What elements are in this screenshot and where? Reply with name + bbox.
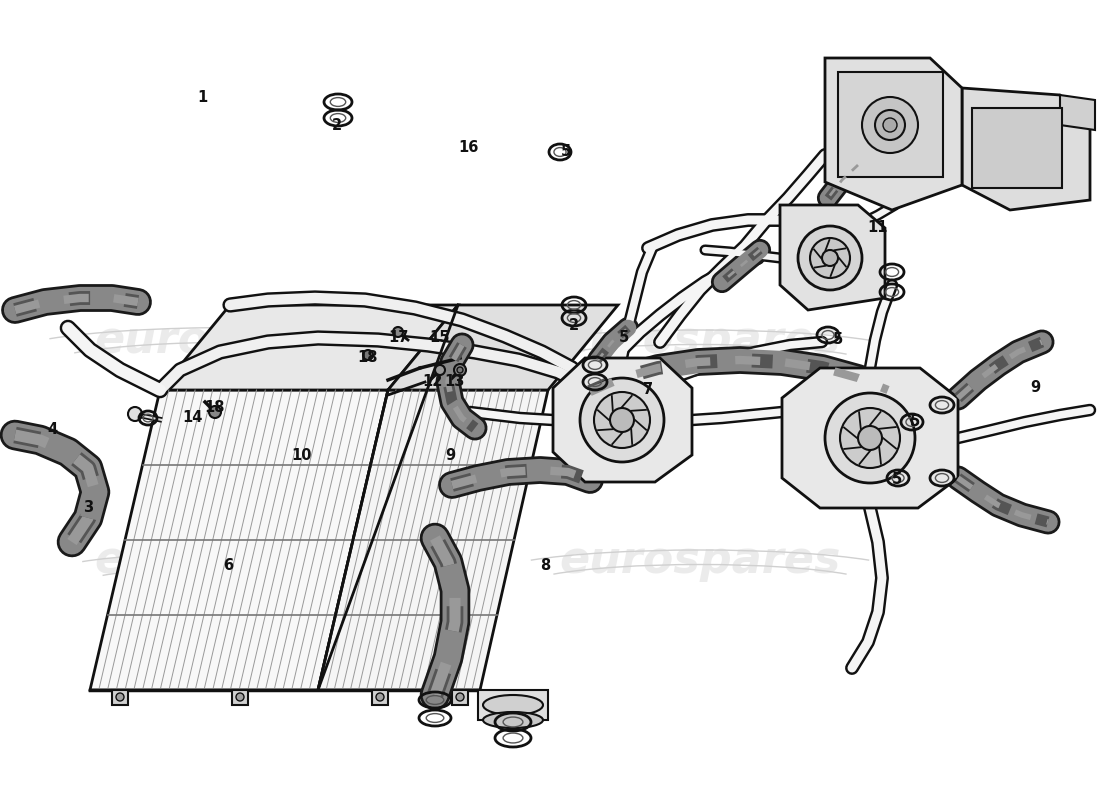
- Circle shape: [858, 426, 882, 450]
- Circle shape: [862, 97, 918, 153]
- Polygon shape: [825, 58, 962, 210]
- Text: eurospares: eurospares: [95, 318, 376, 362]
- Text: 18: 18: [358, 350, 378, 366]
- Circle shape: [363, 350, 373, 360]
- Bar: [452, 690, 468, 705]
- Text: 7: 7: [642, 382, 653, 398]
- Circle shape: [822, 250, 838, 266]
- Polygon shape: [962, 88, 1090, 210]
- Text: 5: 5: [910, 414, 920, 430]
- Circle shape: [580, 378, 664, 462]
- Text: eurospares: eurospares: [559, 318, 840, 362]
- Circle shape: [456, 693, 464, 701]
- Text: 6: 6: [223, 558, 233, 573]
- Circle shape: [810, 238, 850, 278]
- Circle shape: [393, 327, 403, 337]
- Text: eurospares: eurospares: [95, 538, 376, 582]
- Circle shape: [128, 407, 142, 421]
- Circle shape: [874, 110, 905, 140]
- Text: 1: 1: [197, 90, 207, 106]
- Polygon shape: [388, 305, 618, 390]
- Circle shape: [883, 118, 896, 132]
- Circle shape: [594, 392, 650, 448]
- Polygon shape: [160, 305, 458, 390]
- Circle shape: [116, 693, 124, 701]
- Polygon shape: [90, 390, 388, 690]
- Polygon shape: [478, 690, 548, 720]
- Text: 10: 10: [292, 447, 312, 462]
- Circle shape: [434, 365, 446, 375]
- Text: 5: 5: [561, 145, 571, 159]
- Polygon shape: [780, 205, 886, 310]
- Text: 4: 4: [47, 422, 57, 438]
- Circle shape: [840, 408, 900, 468]
- Circle shape: [236, 693, 244, 701]
- Circle shape: [209, 406, 221, 418]
- Bar: [972, 108, 1062, 188]
- Bar: [112, 690, 128, 705]
- Text: 2: 2: [569, 318, 579, 333]
- Text: 9: 9: [1030, 381, 1041, 395]
- Bar: [838, 72, 943, 177]
- Text: 5: 5: [833, 333, 843, 347]
- Text: 5: 5: [619, 330, 629, 346]
- Polygon shape: [553, 358, 692, 482]
- Text: eurospares: eurospares: [559, 538, 840, 582]
- Ellipse shape: [483, 712, 543, 728]
- Text: 17: 17: [388, 330, 408, 346]
- Ellipse shape: [483, 695, 543, 715]
- Text: 14: 14: [182, 410, 202, 426]
- Polygon shape: [782, 368, 958, 508]
- Text: 8: 8: [540, 558, 550, 573]
- Circle shape: [798, 226, 862, 290]
- Circle shape: [825, 393, 915, 483]
- Text: 15: 15: [430, 330, 450, 346]
- Circle shape: [456, 367, 463, 373]
- Bar: [372, 690, 388, 705]
- Text: 12: 12: [421, 374, 442, 390]
- Text: 3: 3: [82, 501, 94, 515]
- Text: 13: 13: [443, 374, 464, 390]
- Polygon shape: [1060, 95, 1094, 130]
- Text: 2: 2: [332, 118, 342, 133]
- Circle shape: [610, 408, 634, 432]
- Text: 16: 16: [458, 141, 478, 155]
- Bar: [232, 690, 248, 705]
- Text: 18: 18: [205, 401, 225, 415]
- Text: 9: 9: [444, 447, 455, 462]
- Text: 5: 5: [892, 473, 902, 487]
- Circle shape: [376, 693, 384, 701]
- Circle shape: [454, 364, 466, 376]
- Text: 11: 11: [868, 221, 889, 235]
- Polygon shape: [318, 390, 548, 690]
